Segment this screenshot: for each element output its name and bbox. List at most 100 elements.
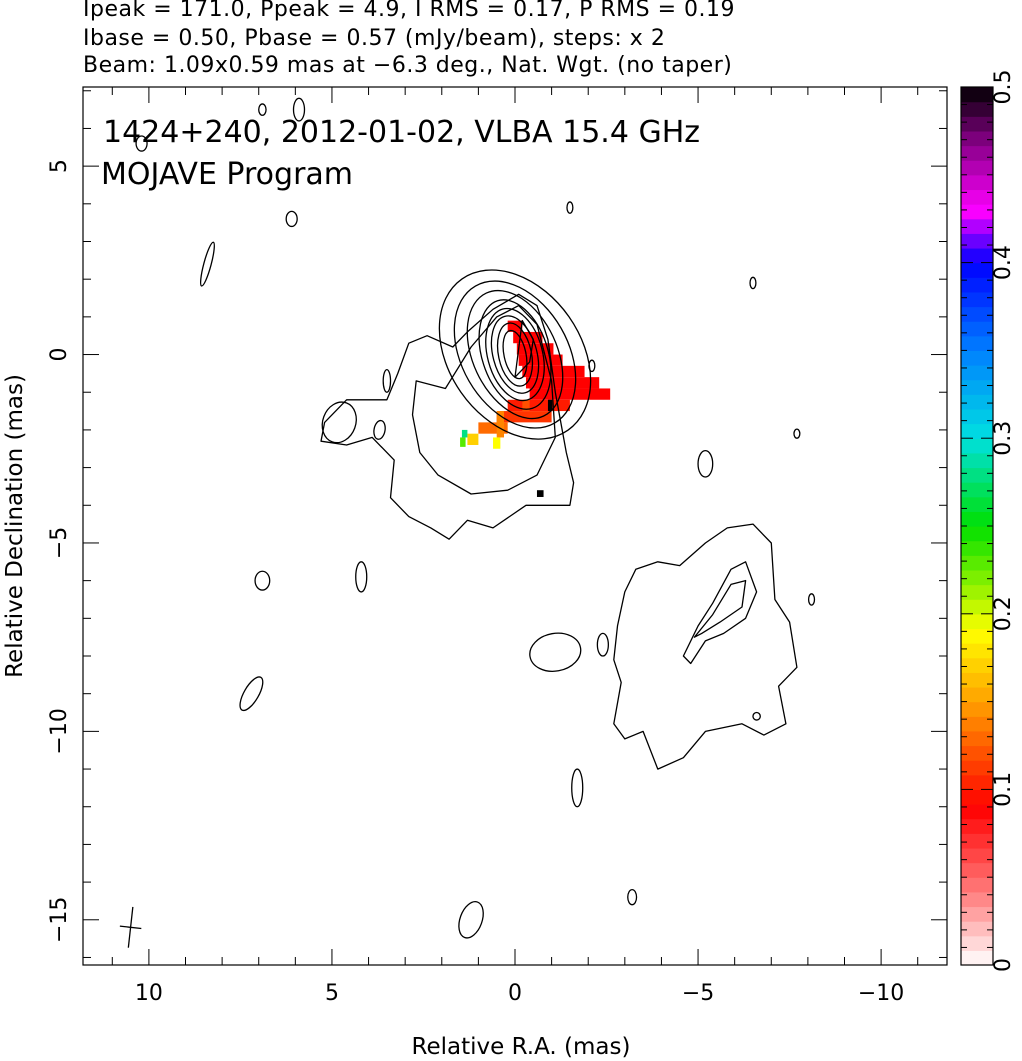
- colorbar-tick-label: 0.1: [991, 772, 1016, 807]
- annotation-source-title: 1424+240, 2012-01-02, VLBA 15.4 GHz: [103, 115, 700, 150]
- header-line-1: Ipeak = 171.0, Ppeak = 4.9, I RMS = 0.17…: [83, 0, 735, 22]
- colorbar-segment: [961, 657, 993, 673]
- small-contour: [254, 570, 271, 591]
- colorbar-segment: [961, 174, 993, 191]
- colorbar-tick-label: 0.2: [991, 596, 1016, 631]
- y-tick-label: −15: [47, 897, 72, 943]
- colorbar-segment: [961, 408, 993, 425]
- polarization-pixel: [507, 320, 523, 332]
- colorbar-segment: [961, 716, 993, 732]
- y-tick-label: 0: [47, 348, 72, 362]
- colorbar-segment: [961, 482, 993, 498]
- colorbar-tick-label: 0.5: [991, 70, 1016, 105]
- core-contour: [502, 329, 528, 380]
- small-contour: [793, 428, 801, 439]
- outer-contour: [320, 293, 575, 540]
- colorbar-segment: [961, 335, 993, 351]
- x-axis-title: Relative R.A. (mas): [412, 1034, 631, 1060]
- small-contour: [588, 359, 596, 373]
- colorbar-segment: [961, 643, 993, 659]
- colorbar-segment: [961, 452, 993, 469]
- colorbar-segment: [961, 423, 993, 439]
- colorbar-tick-label: 0.3: [991, 421, 1016, 456]
- colorbar-segment: [961, 847, 993, 864]
- core-contour: [438, 269, 592, 440]
- colorbar-segment: [961, 218, 993, 234]
- small-contour: [749, 276, 757, 290]
- colorbar-segment: [961, 935, 993, 951]
- colorbar-segment: [961, 394, 993, 410]
- colorbar-segment: [961, 906, 993, 922]
- colorbar-segment: [961, 804, 993, 820]
- polarization-pixel: [522, 365, 585, 378]
- colorbar-segment: [961, 233, 993, 249]
- colorbar-segment: [961, 730, 993, 747]
- colorbar-segment: [961, 921, 993, 937]
- colorbar-segment: [961, 789, 993, 805]
- core-contour: [485, 307, 545, 402]
- colorbar-tick-label: 0: [991, 958, 1016, 972]
- colorbar-segment: [961, 818, 993, 834]
- x-tick-label: 0: [508, 981, 522, 1006]
- colorbar-segment: [961, 613, 993, 630]
- colorbar-segment: [961, 701, 993, 717]
- y-tick-label: −5: [47, 527, 72, 559]
- colorbar-segment: [961, 628, 993, 644]
- colorbar-segment: [961, 145, 993, 161]
- colorbar-segment: [961, 379, 993, 395]
- colorbar-tick-label: 0.4: [991, 245, 1016, 280]
- polarization-pixel: [536, 490, 544, 497]
- beam-minor-axis: [119, 925, 142, 930]
- y-tick-label: 5: [47, 159, 72, 173]
- colorbar-segment: [961, 774, 993, 790]
- colorbar-segment: [961, 262, 993, 278]
- colorbar-segment: [961, 862, 993, 878]
- outer-contour: [613, 523, 798, 770]
- colorbar-segment: [961, 365, 993, 381]
- colorbar-segment: [961, 877, 993, 893]
- axis-ticks: 10 5 0 −5 −10 5 0 −5 −10 −15: [47, 87, 947, 1006]
- colorbar-segment: [961, 745, 993, 761]
- colorbar-segment: [961, 116, 993, 132]
- polarization-pixel: [513, 331, 543, 344]
- x-tick-label: 10: [135, 981, 163, 1006]
- colorbar-segment: [961, 569, 993, 586]
- small-contour: [285, 210, 298, 228]
- colorbar-segment: [961, 555, 993, 571]
- small-contour: [373, 419, 386, 440]
- polarization-pixel: [496, 411, 552, 423]
- small-contour: [752, 711, 761, 721]
- colorbar-segment: [961, 277, 993, 293]
- small-contour: [697, 449, 714, 478]
- polarization-pixel: [478, 422, 508, 434]
- polarization-pixel: [467, 433, 479, 445]
- small-contour: [321, 401, 357, 444]
- small-contour: [355, 561, 368, 593]
- colorbar-segment: [961, 130, 993, 147]
- plot-frame: [82, 86, 948, 966]
- x-tick-label: −5: [682, 981, 714, 1006]
- x-tick-label: −10: [858, 981, 904, 1006]
- y-axis-title: Relative Declination (mas): [2, 374, 28, 678]
- small-contour: [239, 676, 264, 712]
- colorbar-segment: [961, 306, 993, 322]
- colorbar-segment: [961, 321, 993, 337]
- colorbar-segment: [961, 686, 993, 703]
- header-line-2: Ibase = 0.50, Pbase = 0.57 (mJy/beam), s…: [83, 26, 666, 51]
- small-contour: [458, 901, 484, 939]
- header-line-3: Beam: 1.09x0.59 mas at −6.3 deg., Nat. W…: [83, 53, 733, 78]
- colorbar-segment: [961, 247, 993, 264]
- outer-contour: [514, 319, 534, 378]
- polarization-pixel: [522, 399, 530, 412]
- outer-contour: [682, 561, 758, 665]
- colorbar-segment: [961, 87, 993, 103]
- colorbar-segment: [961, 511, 993, 527]
- outer-contour: [411, 304, 556, 495]
- beam-cross: [119, 906, 142, 948]
- annotation-program: MOJAVE Program: [101, 157, 353, 192]
- colorbar-segment: [961, 526, 993, 542]
- colorbar-segment: [961, 189, 993, 205]
- colorbar: 0 0.1 0.2 0.3 0.4 0.5: [960, 70, 1016, 972]
- core-contour: [466, 289, 564, 420]
- small-contour: [529, 632, 582, 672]
